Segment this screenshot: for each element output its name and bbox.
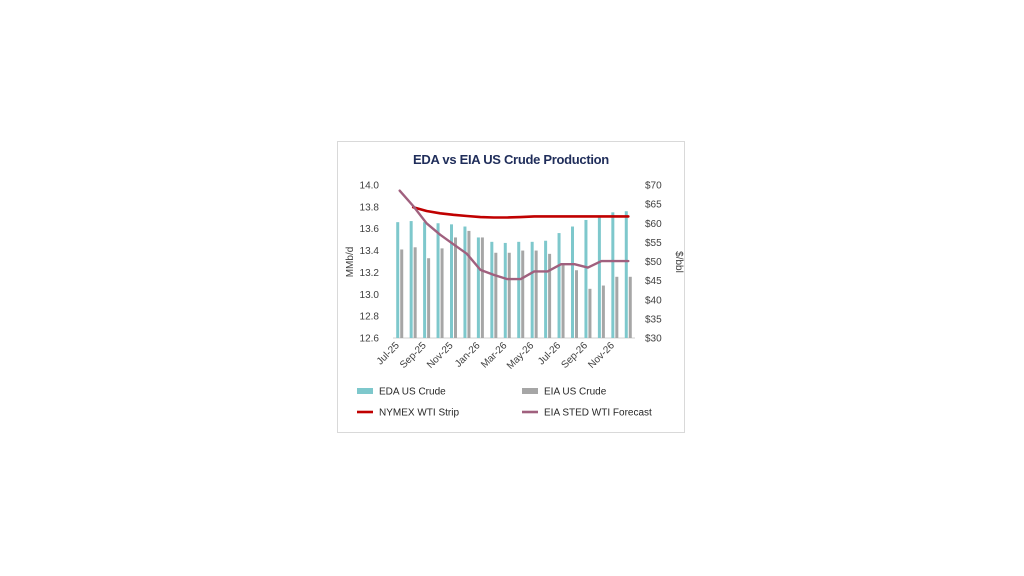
eia-bar [494,252,498,338]
legend-swatch [357,388,373,394]
eia-sted-line [398,189,630,281]
y2-axis-title: $/bbl [673,251,684,273]
y2-tick-label: $30 [645,334,662,345]
y2-tick-label: $70 [645,181,662,192]
y-tick-label: 13.8 [360,202,380,213]
eia-bar [413,247,417,338]
eda-bar [463,226,467,338]
eda-bar [423,222,427,338]
x-tick-label: Nov-26 [586,340,617,371]
legend-label: EIA STED WTI Forecast [544,408,652,419]
eda-bar [611,212,615,338]
eia-bar [548,253,552,338]
y2-tick-label: $50 [645,257,662,268]
chart-panel: EDA vs EIA US Crude Production MMb/d $/b… [337,141,685,433]
y-axis-title: MMb/d [345,247,356,278]
y-tick-label: 13.4 [360,246,380,257]
eda-bar [450,224,453,338]
chart-title: EDA vs EIA US Crude Production [413,152,609,167]
eia-bar [615,276,619,338]
nymex-strip-line [411,205,630,219]
x-tick-label: May-26 [505,340,537,372]
eda-bar [530,241,534,338]
x-tick-label: Sep-25 [398,340,429,371]
y2-tick-label: $60 [645,219,662,230]
legend-label: NYMEX WTI Strip [379,408,459,419]
eda-bar [584,219,588,338]
eia-bar [467,230,471,338]
legend: EDA US Crude EIA US Crude NYMEX WTI Strip E… [357,387,652,419]
legend-swatch [522,388,538,394]
eda-bar [571,226,574,338]
y2-tick-label: $40 [645,295,662,306]
y-tick-label: 12.6 [360,334,380,345]
eia-bar [561,263,565,338]
eia-bar [507,252,511,338]
eia-bar [628,276,632,338]
y-tick-label: 12.8 [360,312,380,323]
eda-bar [597,215,601,338]
y-tick-label: 13.0 [360,290,380,301]
eda-bar [409,221,413,338]
eia-bar [534,250,538,338]
eia-bar [454,237,457,338]
production-chart: EDA vs EIA US Crude Production MMb/d $/b… [345,152,684,419]
eia-bar [480,237,484,338]
eda-bar [436,223,440,338]
eia-bar [440,248,444,338]
y2-tick-label: $45 [645,276,662,287]
y-tick-label: 13.6 [360,224,380,235]
eia-bar [601,285,605,338]
eia-bar [588,288,592,338]
eda-bar [624,211,628,338]
eia-bar [400,249,404,338]
eia-bar [427,258,431,338]
eda-bar [544,240,548,338]
x-tick-label: Mar-26 [479,340,509,370]
eda-bar [557,233,561,338]
legend-label: EIA US Crude [544,387,607,398]
plot-area: 14.0 13.8 13.6 13.4 13.2 13.0 12.8 12.6 $70 $65 $6… [360,181,663,372]
eda-bar [503,242,507,338]
x-tick-label: Nov-25 [425,340,456,371]
y2-tick-label: $65 [645,200,662,211]
x-tick-label: Sep-26 [559,340,590,371]
x-tick-label: Jan-26 [453,340,483,370]
y-tick-label: 13.2 [360,268,380,279]
eda-bar [490,241,494,338]
y-tick-label: 14.0 [360,181,380,192]
eda-bar [476,237,480,338]
eda-bar [517,241,521,338]
legend-label: EDA US Crude [379,387,446,398]
eda-bar [396,222,400,338]
eia-bar [575,270,578,338]
y2-tick-label: $55 [645,238,662,249]
y2-tick-label: $35 [645,314,662,325]
eia-bar [521,250,525,338]
